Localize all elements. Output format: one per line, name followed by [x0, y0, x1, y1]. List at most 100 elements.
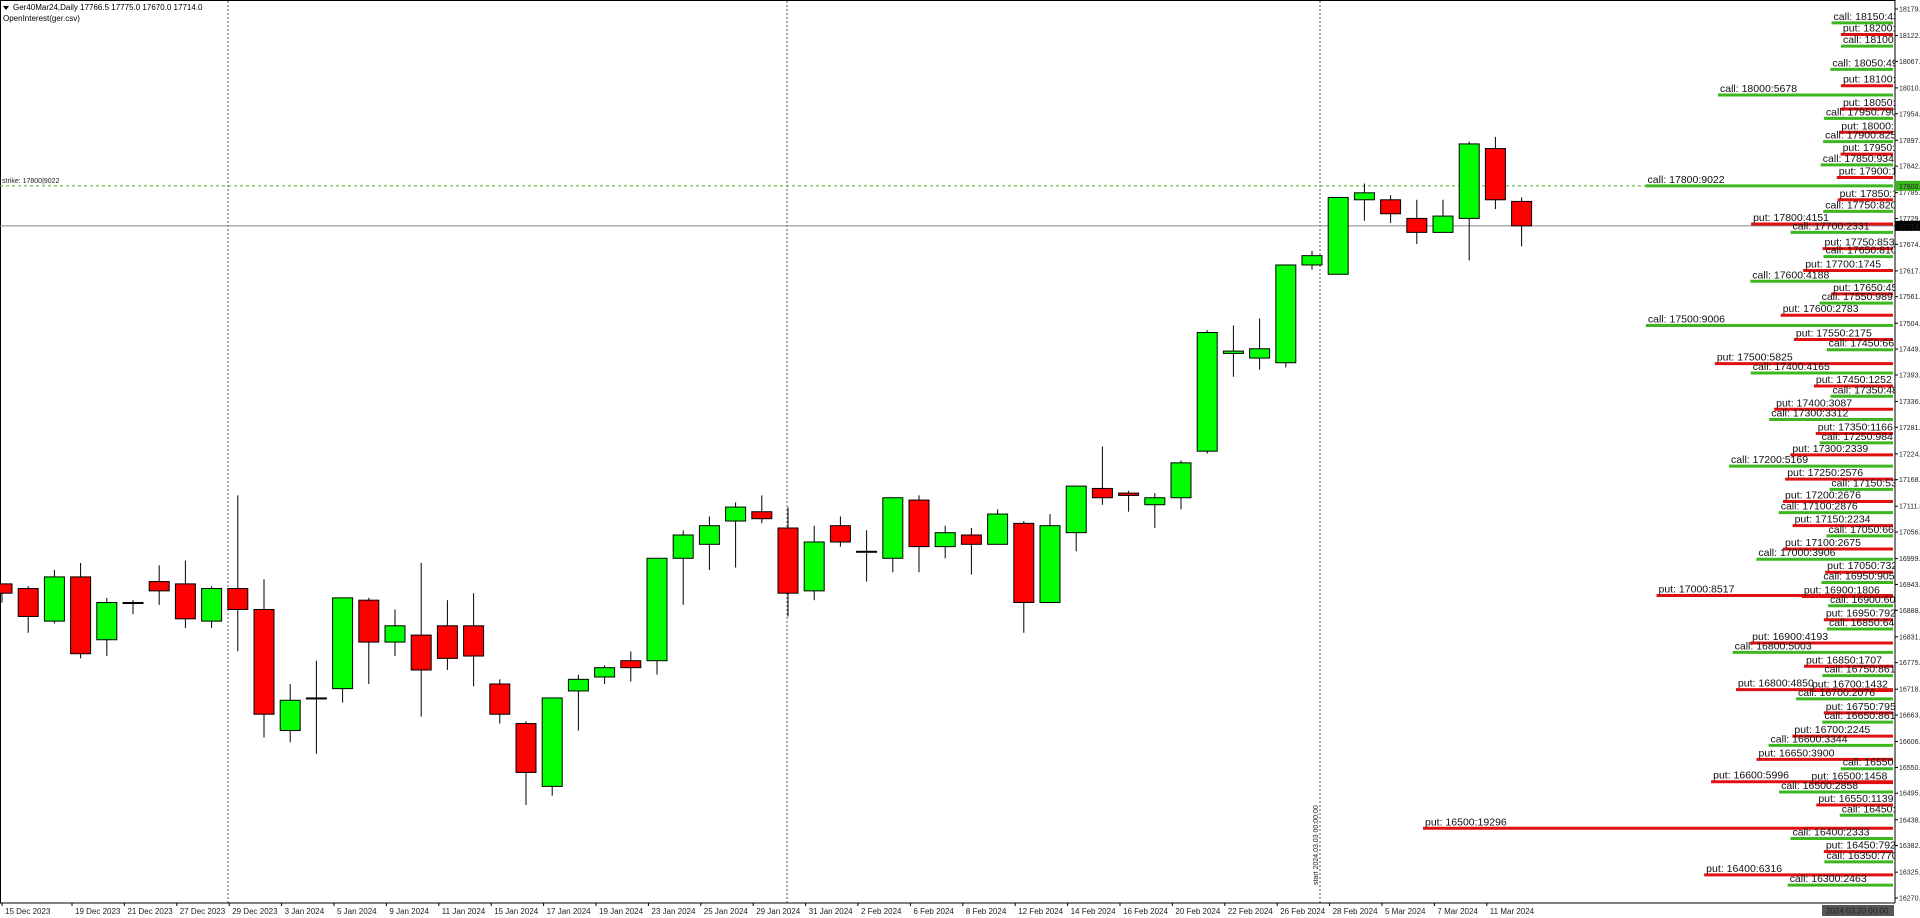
time-tick-label: 11 Jan 2024: [442, 907, 486, 916]
price-tick-label: 16270.3: [1899, 896, 1920, 903]
put-oi-label: put: 17650:457: [1833, 282, 1903, 294]
put-oi-label: put: 16550:1139: [1818, 793, 1893, 805]
call-oi-label: call: 17200:5169: [1731, 454, 1808, 466]
price-tick-label: 16550.8: [1899, 765, 1920, 772]
put-oi-label: put: 16900:4193: [1752, 631, 1828, 643]
bull-candle: [1432, 215, 1454, 233]
bear-candle: [436, 625, 458, 659]
time-tick-label: 31 Jan 2024: [809, 907, 854, 916]
time-tick-label: 29 Jan 2024: [756, 907, 801, 916]
bull-candle: [987, 513, 1009, 545]
call-oi-label: call: 16500:2858: [1781, 780, 1858, 792]
bull-candle: [96, 602, 118, 641]
time-tick-label: 12 Feb 2024: [1018, 907, 1063, 916]
price-tick-label: 17504.8: [1899, 321, 1920, 328]
bear-candle: [17, 588, 39, 617]
bear-candle: [777, 527, 799, 594]
bull-candle: [1039, 525, 1061, 604]
bull-candle: [934, 532, 956, 548]
bear-candle: [1406, 217, 1428, 233]
call-oi-label: call: 18150:437: [1834, 11, 1905, 23]
bear-candle: [489, 683, 511, 715]
bull-candle: [1222, 350, 1244, 354]
time-tick-label: 21 Dec 2023: [127, 907, 173, 916]
call-oi-label: call: 18100:2: [1843, 34, 1903, 46]
call-oi-label: call: 17700:2331: [1793, 220, 1870, 232]
bull-candle: [672, 534, 694, 559]
price-tick-label: 18010.3: [1899, 85, 1920, 92]
bear-candle: [1511, 200, 1533, 227]
put-oi-label: put: 16450:792: [1826, 840, 1896, 852]
call-oi-label: call: 17900:825: [1825, 130, 1896, 142]
price-tick-label: 17729.8: [1899, 216, 1920, 223]
call-oi-label: call: 17350:485: [1832, 384, 1903, 396]
time-tick-label: 9 Jan 2024: [389, 907, 429, 916]
time-tick-label: 28 Feb 2024: [1333, 907, 1378, 916]
bear-candle: [960, 534, 982, 545]
put-oi-label: put: 17050:732: [1827, 560, 1897, 572]
bull-candle: [803, 541, 825, 592]
time-tick-label: 27 Dec 2023: [180, 907, 226, 916]
bull-candle: [567, 678, 589, 692]
call-oi-label: call: 17650:810: [1825, 245, 1896, 257]
bear-candle: [70, 576, 92, 655]
time-tick-label: 6 Feb 2024: [913, 907, 954, 916]
bull-candle: [1353, 192, 1375, 201]
vertical-marker-label: start 2024.03.03 00:00:00: [1313, 805, 1320, 885]
put-oi-label: put: 17400:3087: [1776, 397, 1852, 409]
call-oi-label: call: 17400:4165: [1753, 361, 1830, 373]
time-tick-label: 5 Jan 2024: [337, 907, 377, 916]
price-tick-label: 17785.3: [1899, 190, 1920, 197]
put-oi-label: put: 17300:2339: [1792, 443, 1868, 455]
price-tick-label: 17056.3: [1899, 530, 1920, 537]
bull-candle: [594, 667, 616, 678]
bull-candle: [646, 557, 668, 662]
chart-frame: [0, 0, 1896, 904]
price-tick-label: 17674.3: [1899, 242, 1920, 249]
time-tick-label: 14 Feb 2024: [1071, 907, 1116, 916]
price-tick-label: 17393.8: [1899, 372, 1920, 379]
time-tick-label: 7 Mar 2024: [1437, 907, 1478, 916]
call-oi-label: call: 17850:934: [1823, 153, 1894, 165]
symbol-info: Ger40Mar24,Daily 17766.5 17775.0 17670.0…: [13, 3, 203, 12]
put-oi-label: put: 16700:2245: [1794, 724, 1870, 736]
price-tick-label: 17617.3: [1899, 268, 1920, 275]
call-oi-label: call: 17950:790: [1826, 106, 1897, 118]
put-oi-label: put: 17750:853: [1825, 237, 1895, 249]
bear-candle: [463, 625, 485, 657]
time-tick-label: 23 Jan 2024: [651, 907, 696, 916]
call-oi-label: call: 16350:770: [1826, 850, 1897, 862]
strike-price-tag: [1895, 180, 1920, 191]
put-oi-label: put: 16800:4850: [1738, 678, 1814, 690]
put-oi-label: put: 16500:19296: [1425, 816, 1507, 828]
put-oi-label: put: 16600:5996: [1713, 770, 1789, 782]
price-tick-label: 16888.3: [1899, 608, 1920, 615]
time-tick-label: 25 Jan 2024: [704, 907, 749, 916]
bull-candle: [882, 497, 904, 559]
price-tick-label: 17281.3: [1899, 425, 1920, 432]
time-tick-label: 2 Feb 2024: [861, 907, 902, 916]
bear-candle: [410, 634, 432, 671]
call-oi-label: call: 16700:2076: [1798, 687, 1875, 699]
bear-candle: [1380, 199, 1402, 215]
time-tick-label: 3 Jan 2024: [285, 907, 325, 916]
price-tick-label: 17224.3: [1899, 451, 1920, 458]
dropdown-triangle-icon[interactable]: [3, 5, 9, 10]
bear-candle: [358, 599, 380, 643]
price-tick-label: 16663.3: [1899, 713, 1920, 720]
call-oi-label: call: 16950:905: [1823, 570, 1894, 582]
call-oi-label: call: 17250:984: [1822, 431, 1893, 443]
call-oi-label: call: 16600:3344: [1771, 733, 1848, 745]
put-oi-label: put: 17800:4151: [1753, 212, 1829, 224]
bull-candle: [541, 697, 563, 787]
put-oi-label: put: 17550:2175: [1796, 327, 1872, 339]
call-oi-label: call: 17800:9022: [1648, 174, 1725, 186]
bull-candle: [1275, 264, 1297, 364]
price-tick-label: 16831.3: [1899, 634, 1920, 641]
bull-candle: [725, 506, 747, 522]
price-tick-label: 16718.8: [1899, 687, 1920, 694]
bear-candle: [1013, 522, 1035, 604]
price-tick-label: 16438.3: [1899, 817, 1920, 824]
put-oi-label: put: 18000:79: [1841, 120, 1905, 132]
